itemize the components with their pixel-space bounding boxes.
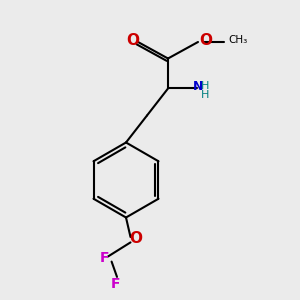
Text: F: F xyxy=(100,251,109,265)
Text: O: O xyxy=(126,33,139,48)
Text: O: O xyxy=(200,33,212,48)
Text: H: H xyxy=(201,81,210,91)
Text: H: H xyxy=(201,90,210,100)
Text: N: N xyxy=(193,80,203,93)
Text: O: O xyxy=(129,231,142,246)
Text: F: F xyxy=(111,277,120,291)
Text: CH₃: CH₃ xyxy=(228,35,247,46)
